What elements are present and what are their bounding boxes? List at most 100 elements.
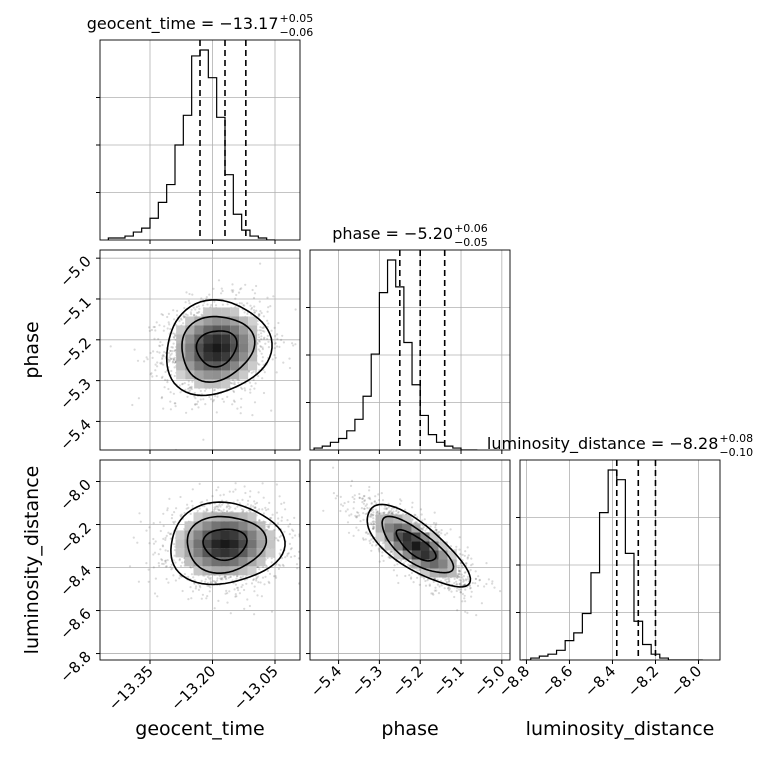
sample-point [166,565,168,567]
title-luminosity_distance: luminosity_distance = −8.28+0.08 [487,432,753,454]
sample-point [186,504,188,506]
sample-point [240,412,242,414]
sample-point [197,406,199,408]
sample-point [218,279,220,281]
density-cell [194,343,203,352]
sample-point [271,561,273,563]
density-cell [221,566,230,575]
sample-point [200,502,202,504]
sample-point [438,592,440,594]
sample-point [151,375,153,377]
density-cell [194,325,203,334]
density-cell [176,361,185,370]
histogram-panel-geocent_time [96,40,300,244]
sample-point [436,531,438,533]
sample-point [149,330,151,332]
sample-point [270,410,272,412]
sample-point [133,537,135,539]
sample-point [201,580,203,582]
sample-point [221,504,223,506]
sample-point [150,373,152,375]
axes-frame [310,250,510,450]
sample-point [152,350,154,352]
sample-point [411,502,413,504]
sample-point [187,598,189,600]
scatter-panel-luminosity_distance-geocent_time [96,460,329,664]
sample-point [267,570,269,572]
sample-point [359,497,361,499]
sample-point [240,586,242,588]
sample-point [217,486,219,488]
sample-point [413,581,415,583]
sample-point [287,525,289,527]
density-cell [239,521,248,530]
sample-point [259,310,261,312]
sample-point [365,538,367,540]
sample-point [208,396,210,398]
sample-point [194,397,196,399]
sample-point [275,577,277,579]
sample-point [199,585,201,587]
sample-point [166,509,168,511]
histogram-panel-luminosity_distance [516,460,720,664]
sample-point [467,578,469,580]
sample-point [173,336,175,338]
sample-point [154,329,156,331]
sample-point [279,495,281,497]
sample-point [202,304,204,306]
sample-point [251,582,253,584]
title-sup: +0.05 [280,12,314,25]
sample-point [233,391,235,393]
title-sup: +0.06 [454,222,488,235]
sample-point [172,360,174,362]
sample-point [267,335,269,337]
sample-point [388,506,390,508]
sample-point [181,514,183,516]
sample-point [216,577,218,579]
sample-point [455,546,457,548]
sample-point [157,338,159,340]
panel-content [100,460,329,660]
density-cell [194,539,203,548]
sample-point [399,503,401,505]
density-cell [248,316,257,325]
sample-point [190,387,192,389]
sample-point [404,509,406,511]
sample-point [174,366,176,368]
sample-point [158,562,160,564]
sample-point [424,518,426,520]
sample-point [226,396,228,398]
sample-point [263,392,265,394]
sample-point [215,489,217,491]
sample-point [235,482,237,484]
sample-point [138,512,140,514]
sample-point [433,522,435,524]
sample-point [372,517,374,519]
sample-point [223,401,225,403]
sample-point [421,513,423,515]
sample-point [257,581,259,583]
sample-point [283,502,285,504]
sample-point [156,321,158,323]
density-cell [203,334,212,343]
sample-point [264,343,266,345]
sample-point [239,592,241,594]
density-cell [185,521,194,530]
sample-point [276,338,278,340]
sample-point [280,339,282,341]
sample-point [272,358,274,360]
sample-point [466,612,468,614]
sample-point [161,344,163,346]
sample-point [277,522,279,524]
sample-point [189,586,191,588]
sample-point [145,562,147,564]
sample-point [289,367,291,369]
sample-point [249,388,251,390]
sample-point [266,525,268,527]
sample-point [193,314,195,316]
density-cell [212,316,221,325]
sample-point [260,329,262,331]
sample-point [474,582,476,584]
density-cell [230,539,239,548]
title-sub: −0.06 [280,26,314,39]
